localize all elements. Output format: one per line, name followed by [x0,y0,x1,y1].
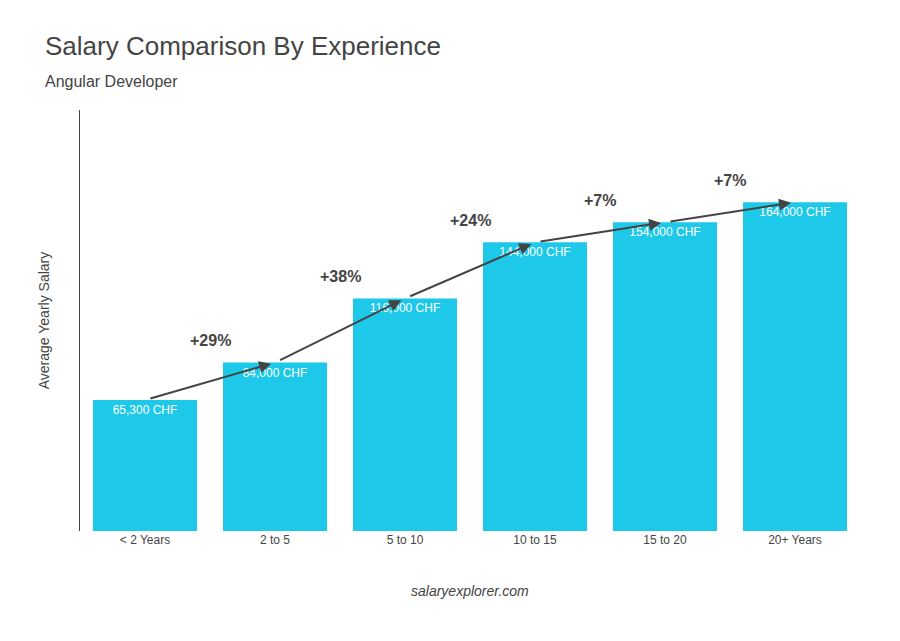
svg-text:116,000 CHF: 116,000 CHF [370,301,440,315]
svg-text:+38%: +38% [320,268,361,285]
svg-text:154,000 CHF: 154,000 CHF [629,225,700,239]
svg-text:20+ Years: 20+ Years [768,533,822,547]
svg-text:164,000 CHF: 164,000 CHF [759,205,830,219]
svg-text:15 to 20: 15 to 20 [643,533,687,547]
svg-text:salaryexplorer.com: salaryexplorer.com [411,583,529,599]
svg-text:5 to 10: 5 to 10 [387,533,424,547]
svg-text:10 to 15: 10 to 15 [513,533,557,547]
svg-text:2 to 5: 2 to 5 [260,533,290,547]
svg-text:Angular Developer: Angular Developer [45,73,178,90]
svg-text:+7%: +7% [714,172,746,189]
svg-text:Average Yearly Salary: Average Yearly Salary [36,252,52,390]
svg-text:+24%: +24% [450,212,491,229]
svg-text:65,300 CHF: 65,300 CHF [113,403,178,417]
svg-text:+29%: +29% [190,332,231,349]
svg-text:Salary Comparison By Experienc: Salary Comparison By Experience [45,31,441,61]
svg-text:+7%: +7% [584,192,616,209]
svg-text:84,000 CHF: 84,000 CHF [243,366,308,380]
svg-text:< 2 Years: < 2 Years [120,533,170,547]
svg-text:144,000 CHF: 144,000 CHF [499,245,570,259]
